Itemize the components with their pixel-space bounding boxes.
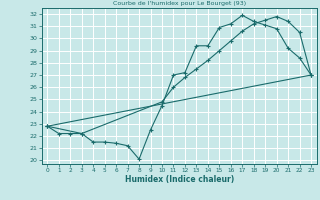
Title: Courbe de l'humidex pour Le Bourget (93): Courbe de l'humidex pour Le Bourget (93) [113,1,246,6]
X-axis label: Humidex (Indice chaleur): Humidex (Indice chaleur) [124,175,234,184]
